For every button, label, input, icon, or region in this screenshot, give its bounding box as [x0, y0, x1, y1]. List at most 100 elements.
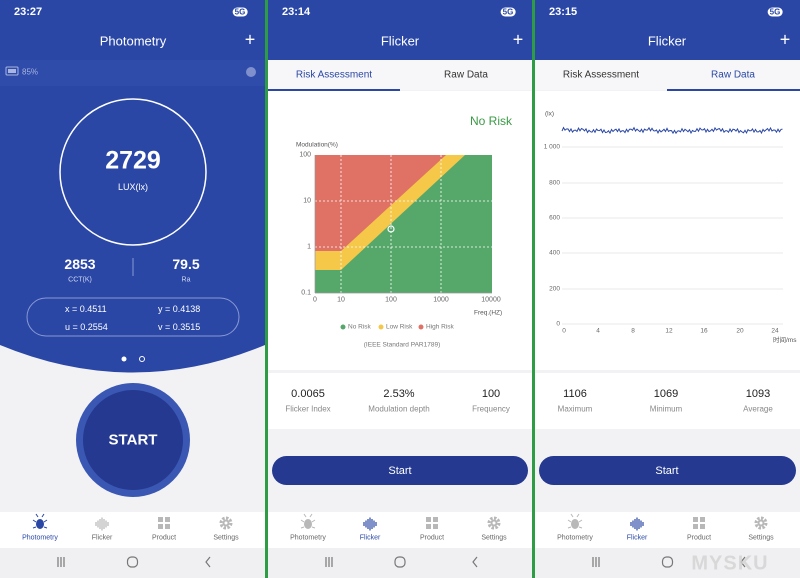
lux-unit: LUX(lx)	[117, 182, 149, 192]
y-tick-label: 10	[303, 197, 311, 205]
nav-icon[interactable]	[630, 517, 644, 531]
nav-label[interactable]: Product	[419, 534, 445, 542]
x-axis-label: Freq.(HZ)	[474, 309, 503, 317]
recent-apps[interactable]	[592, 557, 600, 567]
nav-label[interactable]: Photometry	[290, 534, 326, 542]
ra-value: 79.5	[172, 256, 200, 272]
coord: x = 0.4511	[65, 304, 107, 314]
nav-icon[interactable]	[158, 517, 170, 529]
nav-label[interactable]: Flicker	[359, 534, 381, 542]
flicker-raw-screen: 23:15 5G Flicker + Risk Assessment Raw D…	[535, 0, 800, 578]
coord: v = 0.3515	[158, 322, 201, 332]
y-tick-label: 0	[556, 320, 560, 328]
header-title: Flicker	[647, 33, 687, 49]
y-tick-label: 800	[549, 179, 560, 187]
nav-icon[interactable]	[219, 516, 233, 530]
stat-label: Modulation depth	[368, 404, 430, 414]
tab[interactable]: Risk Assessment	[562, 69, 640, 81]
home[interactable]	[126, 556, 139, 568]
add-button[interactable]: +	[244, 29, 256, 50]
photometry-screen: 23:27 5G Photometry + 85% 2729 LUX(lx) 2…	[0, 0, 265, 578]
back[interactable]	[472, 556, 478, 568]
nav-label[interactable]: Settings	[748, 534, 774, 542]
nav-icon[interactable]	[693, 517, 705, 529]
x-tick-label: 16	[700, 327, 708, 335]
network-badge: 5G	[232, 7, 248, 17]
y-axis-label: Modulation(%)	[296, 141, 338, 149]
grid	[562, 146, 783, 325]
nav-icon[interactable]	[363, 517, 377, 531]
nav-icon[interactable]	[95, 517, 109, 531]
home[interactable]	[394, 556, 406, 568]
flicker-risk-screen: 23:14 5G Flicker + Risk Assessment Raw D…	[268, 0, 532, 578]
nav-label[interactable]: Product	[151, 534, 177, 542]
y-tick-label: 400	[549, 249, 560, 257]
x-tick-label: 12	[665, 327, 673, 335]
start-button[interactable]: START	[108, 431, 158, 449]
y-tick-label: 600	[549, 214, 560, 222]
stat-label: Minimum	[649, 404, 683, 414]
tab[interactable]: Raw Data	[444, 69, 488, 81]
stat-value: 1106	[563, 388, 587, 400]
nav-label[interactable]: Flicker	[626, 534, 648, 542]
nav-label[interactable]: Settings	[481, 534, 507, 542]
y-tick-label: 100	[299, 151, 311, 159]
nav-icon[interactable]	[300, 513, 316, 529]
x-tick-label: 0	[313, 296, 317, 304]
ra-label: Ra	[181, 276, 191, 284]
x-tick-label: 0	[562, 327, 566, 335]
stat-label: Maximum	[557, 404, 593, 414]
start-button[interactable]: Start	[655, 465, 679, 477]
x-tick-label: 20	[736, 327, 744, 335]
nav-icon[interactable]	[487, 516, 501, 530]
cct-value: 2853	[64, 256, 96, 272]
network-badge: 5G	[767, 7, 783, 17]
back[interactable]	[205, 556, 211, 568]
nav-label[interactable]: Product	[686, 534, 712, 542]
cct-label: CCT(K)	[68, 276, 92, 284]
watermark: MYSKU	[691, 552, 769, 575]
raw-signal	[561, 126, 783, 135]
nav-label[interactable]: Photometry	[22, 534, 58, 542]
status-time: 23:15	[549, 6, 578, 18]
stat-label: Flicker Index	[285, 404, 331, 414]
stat-value: 0.0065	[291, 388, 325, 400]
x-tick-label: 4	[596, 327, 600, 335]
coord: y = 0.4138	[158, 304, 201, 314]
x-tick-label: 100	[385, 296, 397, 304]
x-tick-label: 24	[771, 327, 779, 335]
recent-apps[interactable]	[57, 557, 65, 567]
nav-icon[interactable]	[426, 517, 438, 529]
y-tick-label: 1	[307, 243, 311, 251]
add-button[interactable]: +	[512, 29, 524, 50]
start-button[interactable]: Start	[388, 465, 412, 477]
nav-icon[interactable]	[567, 513, 583, 529]
stat-label: Frequency	[472, 404, 510, 414]
header-title: Flicker	[380, 33, 420, 49]
x-tick-label: 8	[631, 327, 635, 335]
nav-label[interactable]: Photometry	[557, 534, 593, 542]
stat-value: 100	[481, 388, 501, 400]
risk-chart	[314, 155, 492, 330]
lux-value: 2729	[105, 146, 161, 175]
x-tick-label: 1000	[433, 296, 449, 304]
back[interactable]	[740, 556, 746, 568]
legend-entry: High Risk	[426, 323, 454, 331]
x-tick-label: 10000	[481, 296, 501, 304]
add-button[interactable]: +	[779, 29, 791, 50]
bg	[268, 0, 532, 578]
nav-icon[interactable]	[754, 516, 768, 530]
y-tick-label: 200	[549, 285, 560, 293]
nav-icon[interactable]	[32, 513, 48, 529]
tab-active[interactable]: Risk Assessment	[295, 69, 373, 81]
nav-label[interactable]: Flicker	[91, 534, 113, 542]
network-badge: 5G	[500, 7, 516, 17]
nav-label[interactable]: Settings	[213, 534, 239, 542]
coord: u = 0.2554	[65, 322, 108, 332]
header-title: Photometry	[99, 33, 167, 49]
bg	[535, 0, 800, 578]
tab-active[interactable]: Raw Data	[711, 69, 755, 81]
legend-entry: Low Risk	[386, 323, 413, 331]
home[interactable]	[661, 556, 674, 568]
recent-apps[interactable]	[325, 557, 333, 567]
